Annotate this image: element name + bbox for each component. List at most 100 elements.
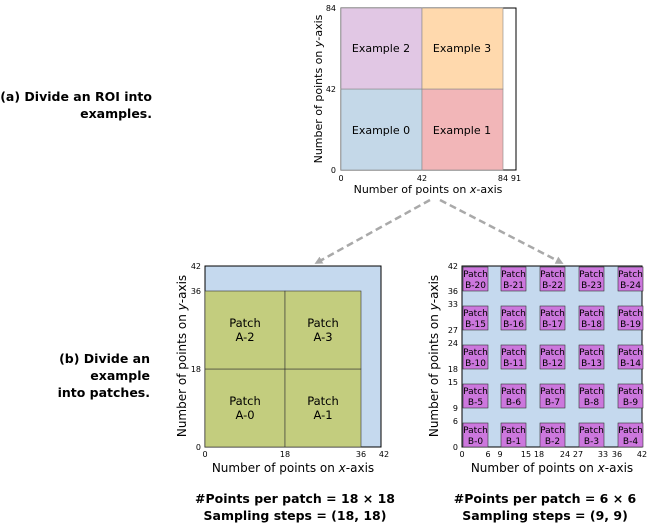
- patch-b-cell: [539, 305, 566, 331]
- patch-b-cell: [500, 305, 527, 331]
- example-0-label: Example 0: [352, 124, 410, 137]
- x-tick: 0: [202, 450, 207, 459]
- x-tick: 0: [338, 174, 343, 183]
- patch-b-cell: [578, 305, 605, 331]
- patch-b-cell: [500, 422, 527, 448]
- y-axis-label: Number of points on y-axis: [312, 14, 325, 163]
- x-axis-label: Number of points on x-axis: [471, 461, 633, 475]
- patch-a-3: [284, 290, 362, 370]
- patch-a-3-label: Patch A-3: [307, 316, 339, 344]
- patch-b-label: Patch B-22: [540, 270, 565, 291]
- x-tick: 18: [280, 450, 290, 459]
- x-tick: 9: [497, 450, 502, 459]
- example-2-region: [340, 7, 423, 90]
- patch-b-label: Patch B-23: [579, 270, 604, 291]
- patch-b-label: Patch B-19: [618, 309, 643, 330]
- patch-b-cell: [617, 305, 644, 331]
- x-tick: 24: [560, 450, 570, 459]
- x-tick: 18: [534, 450, 544, 459]
- x-tick: 27: [573, 450, 583, 459]
- x-tick: 0: [459, 450, 464, 459]
- y-tick: 27: [448, 326, 458, 335]
- patch-b-cell: [617, 422, 644, 448]
- example-3-label: Example 3: [433, 42, 491, 55]
- patch-b-cell: [617, 266, 644, 292]
- x-tick: 36: [356, 450, 366, 459]
- patch-b-cell: [578, 383, 605, 409]
- x-axis-label: Number of points on x-axis: [354, 183, 503, 196]
- patch-b-label: Patch B-1: [501, 426, 526, 447]
- y-tick: 6: [453, 417, 458, 426]
- patch-b-label: Patch B-9: [618, 387, 643, 408]
- patch-b-cell: [539, 344, 566, 370]
- y-tick: 0: [453, 443, 458, 452]
- x-tick: 42: [379, 450, 389, 459]
- x-tick: 15: [521, 450, 531, 459]
- y-tick: 18: [448, 365, 458, 374]
- y-tick: 0: [196, 443, 201, 452]
- patch-b-label: Patch B-6: [501, 387, 526, 408]
- patch-b-cell: [617, 344, 644, 370]
- example-3-region: [421, 7, 504, 90]
- patch-b-cell: [578, 422, 605, 448]
- x-tick: 42: [637, 450, 647, 459]
- patch-b-cell: [500, 383, 527, 409]
- patch-b-cell: [500, 266, 527, 292]
- patch-b-label: Patch B-12: [540, 348, 565, 369]
- patch-b-label: Patch B-3: [579, 426, 604, 447]
- y-tick: 42: [326, 85, 336, 94]
- patch-b-label: Patch B-0: [463, 426, 488, 447]
- patch-b-label: Patch B-2: [540, 426, 565, 447]
- arrow-to-patch-b: [439, 198, 564, 264]
- patch-b-label: Patch B-11: [501, 348, 526, 369]
- patch-b-label: Patch B-5: [463, 387, 488, 408]
- y-axis-label: Number of points on y-axis: [175, 275, 189, 437]
- x-tick: 91: [511, 174, 521, 183]
- y-tick: 42: [191, 262, 201, 271]
- example-1-label: Example 1: [433, 124, 491, 137]
- patch-b-label: Patch B-20: [463, 270, 488, 291]
- patch-b-label: Patch B-7: [540, 387, 565, 408]
- y-tick: 0: [331, 166, 336, 175]
- patch-b-label: Patch B-13: [579, 348, 604, 369]
- example-2-label: Example 2: [352, 42, 410, 55]
- x-axis-label: Number of points on x-axis: [212, 461, 374, 475]
- caption-patch-b: #Points per patch = 6 × 6 Sampling steps…: [453, 491, 637, 523]
- patch-b-label: Patch B-15: [463, 309, 488, 330]
- x-tick: 42: [417, 174, 427, 183]
- label-part-a: (a) Divide an ROI into examples.: [0, 89, 152, 121]
- patch-a-2-label: Patch A-2: [229, 316, 261, 344]
- patch-b-cell: [462, 266, 489, 292]
- patch-b-label: Patch B-4: [618, 426, 643, 447]
- patch-a-1-label: Patch A-1: [307, 394, 339, 422]
- patch-b-label: Patch B-18: [579, 309, 604, 330]
- patch-b-cell: [539, 383, 566, 409]
- y-tick: 36: [448, 287, 458, 296]
- y-tick: 9: [453, 404, 458, 413]
- patch-b-cell: [462, 422, 489, 448]
- example-1-region: [421, 88, 504, 171]
- y-tick: 42: [448, 262, 458, 271]
- label-part-b: (b) Divide an example into patches.: [57, 351, 150, 400]
- y-tick: 24: [448, 339, 458, 348]
- y-tick: 36: [191, 287, 201, 296]
- example-0-region: [340, 88, 423, 171]
- patch-b-label: Patch B-21: [501, 270, 526, 291]
- patch-b-cell: [462, 383, 489, 409]
- patch-b-cell: [539, 422, 566, 448]
- x-tick: 33: [598, 450, 608, 459]
- y-axis-label: Number of points on y-axis: [427, 275, 441, 437]
- patch-b-cell: [500, 344, 527, 370]
- patch-b-cell: [539, 266, 566, 292]
- patch-b-cell: [462, 344, 489, 370]
- y-tick: 33: [448, 300, 458, 309]
- x-tick: 84: [498, 174, 508, 183]
- arrow-to-patch-a: [314, 198, 431, 264]
- patch-b-cell: [617, 383, 644, 409]
- roi-plot: Example 0 Example 1 Example 2 Example 3 …: [312, 4, 521, 196]
- patch-a-plot: Patch A-0 Patch A-1 Patch A-2 Patch A-3 0 18…: [175, 262, 389, 475]
- patch-b-label: Patch B-17: [540, 309, 565, 330]
- patch-b-label: Patch B-14: [618, 348, 643, 369]
